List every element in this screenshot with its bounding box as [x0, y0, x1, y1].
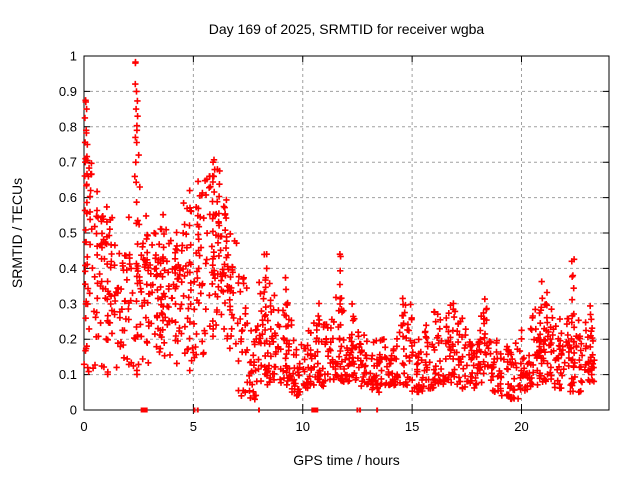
zero-baseline-mark	[193, 407, 196, 413]
y-tick-label: 0.8	[59, 119, 77, 134]
zero-baseline-mark	[140, 407, 148, 413]
zero-baseline-mark	[196, 407, 199, 413]
zero-baseline-mark	[311, 407, 319, 413]
chart-title: Day 169 of 2025, SRMTID for receiver wgb…	[208, 21, 485, 37]
x-tick-label: 15	[405, 419, 419, 434]
x-tick-label: 0	[80, 419, 87, 434]
y-tick-label: 0	[70, 403, 77, 418]
x-tick-label: 10	[296, 419, 310, 434]
x-tick-label: 20	[514, 419, 528, 434]
zero-baseline-mark	[356, 407, 359, 413]
y-tick-label: 0.7	[59, 155, 77, 170]
y-tick-label: 1	[70, 49, 77, 64]
data-points	[80, 58, 598, 403]
y-tick-label: 0.9	[59, 84, 77, 99]
y-tick-label: 0.3	[59, 296, 77, 311]
zero-baseline-mark	[376, 407, 379, 413]
y-tick-label: 0.4	[59, 261, 77, 276]
y-tick-label: 0.6	[59, 190, 77, 205]
y-tick-label: 0.5	[59, 226, 77, 241]
y-tick-label: 0.1	[59, 367, 77, 382]
x-axis-label: GPS time / hours	[293, 452, 400, 468]
grid-lines	[84, 56, 609, 410]
zero-baseline-mark	[359, 407, 362, 413]
x-tick-label: 5	[190, 419, 197, 434]
y-tick-label: 0.2	[59, 332, 77, 347]
zero-baseline-mark	[258, 407, 260, 413]
